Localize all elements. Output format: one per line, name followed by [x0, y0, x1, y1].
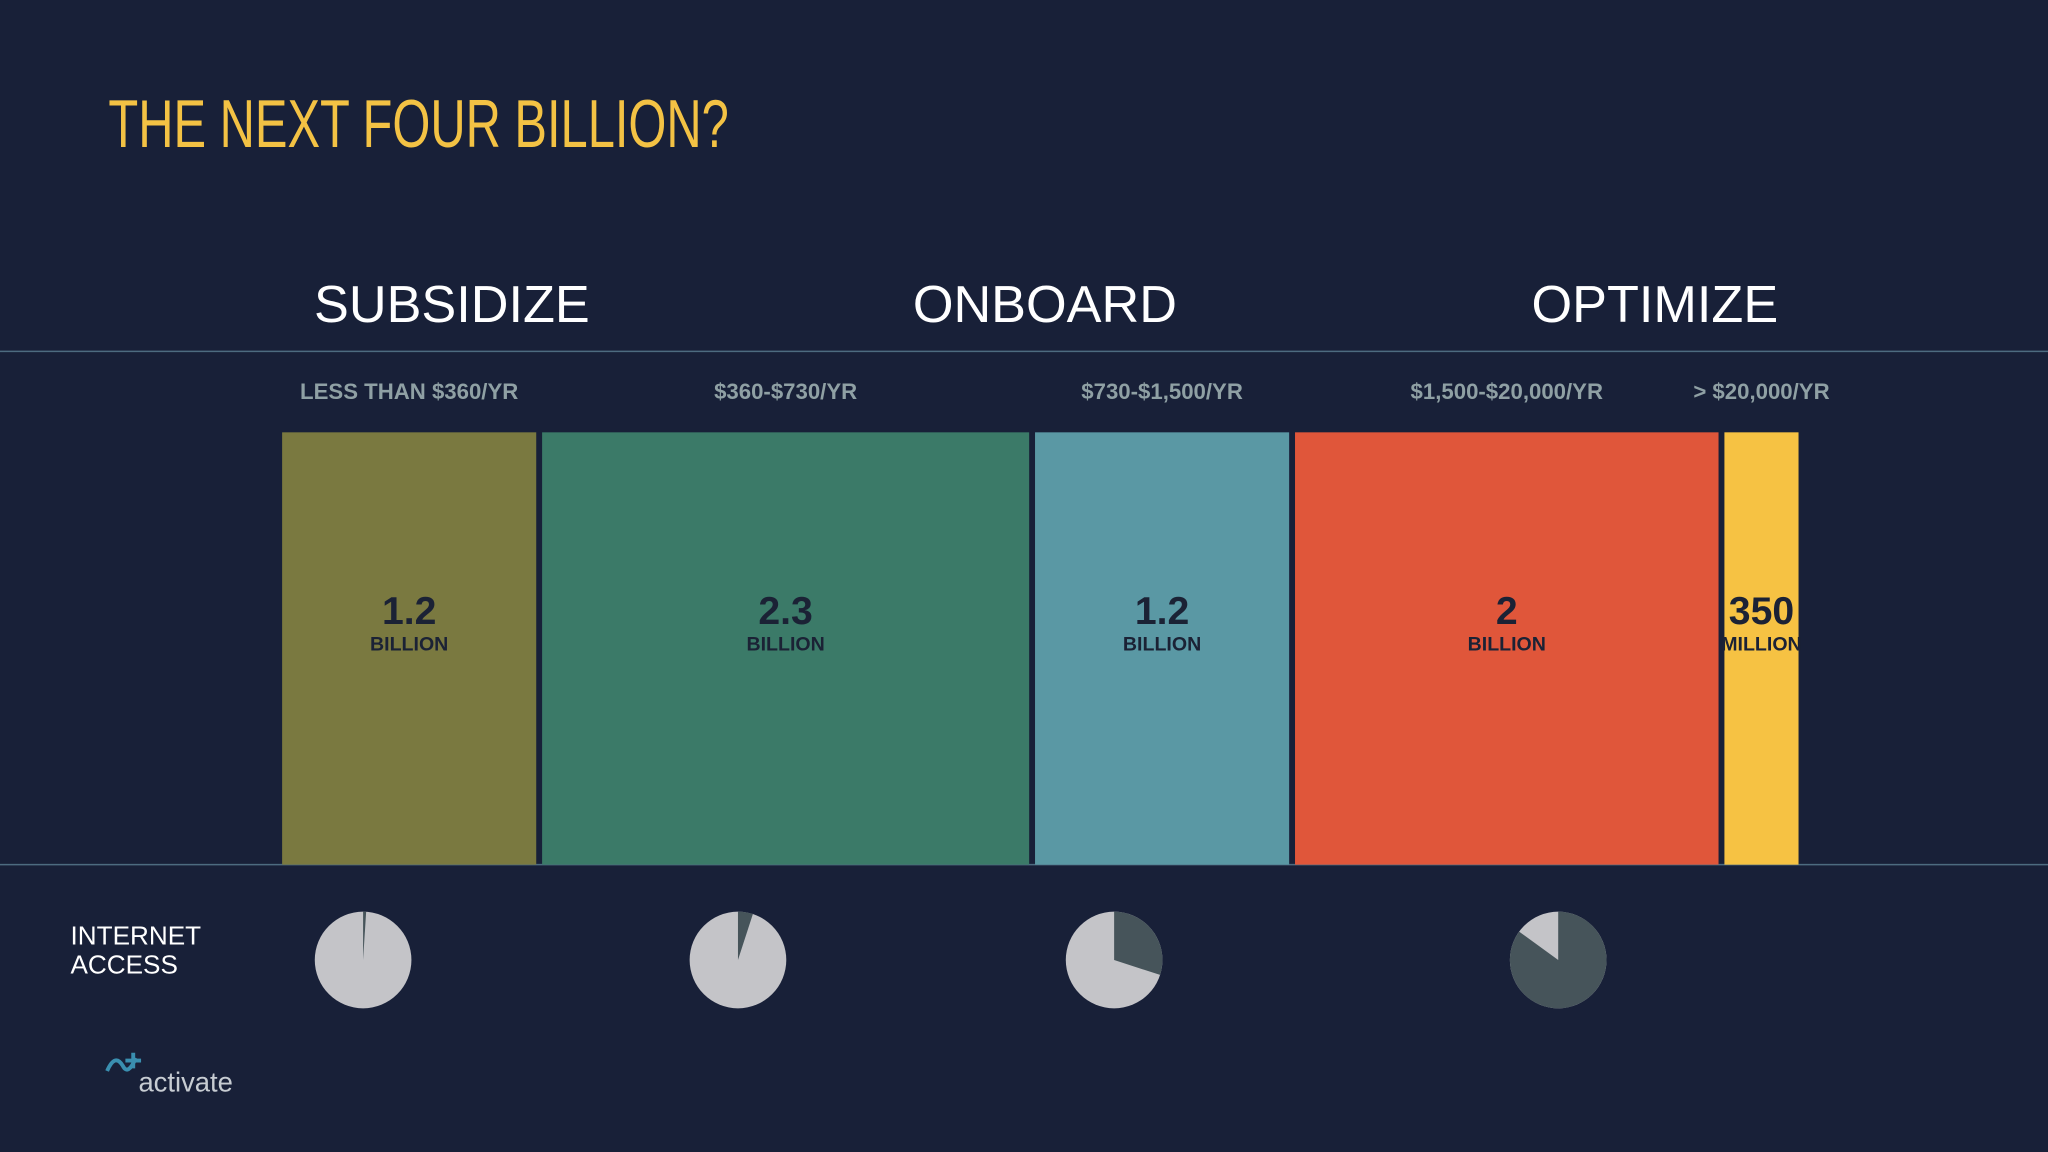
- access-label: ACCESS: [71, 949, 178, 979]
- bar: [1035, 432, 1290, 865]
- bar: [542, 432, 1030, 865]
- category-label: $730-$1,500/YR: [1081, 379, 1243, 404]
- pie-slice: [1509, 911, 1607, 1009]
- value-label: 1.2: [382, 590, 436, 633]
- bar: [1295, 432, 1719, 865]
- logo-text: activate: [138, 1066, 232, 1097]
- unit-label: MILLION: [1721, 633, 1801, 655]
- category-label: LESS THAN $360/YR: [300, 379, 518, 404]
- group-label: ONBOARD: [913, 276, 1177, 334]
- category-label: > $20,000/YR: [1693, 379, 1829, 404]
- logo-icon: [105, 1052, 142, 1072]
- bar: [1724, 432, 1799, 865]
- value-label: 2: [1496, 590, 1518, 633]
- pie-slice: [1114, 911, 1163, 975]
- value-label: 350: [1729, 590, 1794, 633]
- pie-slice: [363, 911, 367, 960]
- group-label: SUBSIDIZE: [314, 276, 590, 334]
- value-label: 1.2: [1135, 590, 1189, 633]
- bar: [282, 432, 537, 865]
- value-label: 2.3: [758, 590, 812, 633]
- pie-slice: [737, 911, 753, 960]
- chart-title: THE NEXT FOUR BILLION?: [108, 87, 728, 162]
- unit-label: BILLION: [1468, 633, 1546, 655]
- unit-label: BILLION: [746, 633, 824, 655]
- unit-label: BILLION: [1123, 633, 1201, 655]
- access-label: INTERNET: [71, 921, 202, 951]
- category-label: $1,500-$20,000/YR: [1411, 379, 1603, 404]
- unit-label: BILLION: [370, 633, 448, 655]
- category-label: $360-$730/YR: [714, 379, 857, 404]
- group-label: OPTIMIZE: [1532, 276, 1779, 334]
